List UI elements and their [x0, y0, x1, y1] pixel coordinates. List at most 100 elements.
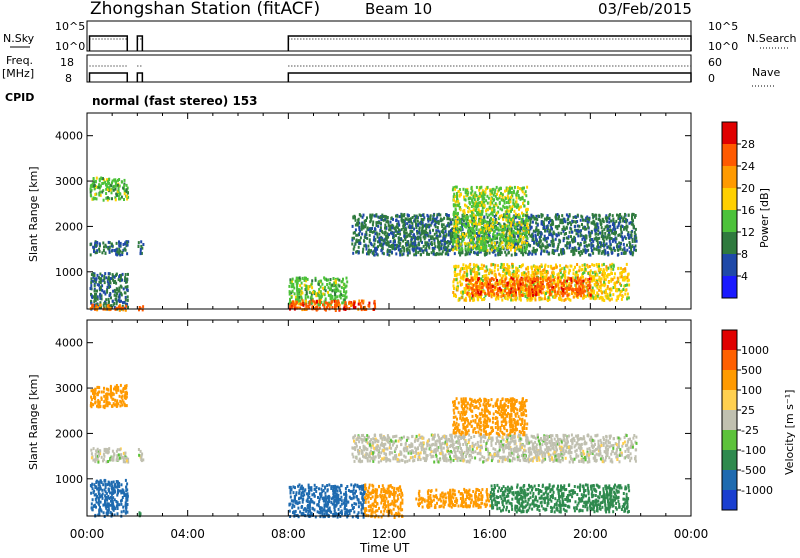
- power-point: [635, 214, 637, 217]
- power-point: [575, 274, 577, 277]
- power-point: [104, 281, 106, 284]
- power-point: [486, 195, 488, 198]
- power-point: [518, 221, 520, 224]
- power-point: [439, 214, 441, 217]
- power-point: [600, 281, 602, 284]
- power-point: [482, 240, 484, 243]
- power-point: [464, 271, 466, 274]
- power-point: [481, 298, 483, 301]
- power-point: [514, 238, 516, 241]
- power-point: [121, 181, 123, 184]
- power-point: [399, 254, 401, 257]
- power-point: [470, 272, 472, 275]
- power-point: [513, 270, 515, 273]
- power-point: [121, 196, 123, 199]
- power-point: [604, 244, 606, 247]
- power-point: [462, 251, 464, 254]
- power-point: [518, 245, 520, 248]
- nsky-trace: [90, 36, 691, 51]
- power-point: [426, 244, 428, 247]
- power-point: [113, 189, 115, 192]
- power-point: [582, 297, 584, 300]
- power-point: [530, 297, 532, 300]
- power-point: [543, 291, 545, 294]
- power-point: [609, 240, 611, 243]
- power-point: [442, 231, 444, 234]
- power-point: [399, 238, 401, 241]
- power-point: [456, 244, 458, 247]
- power-point: [544, 271, 546, 274]
- power-point: [371, 243, 373, 246]
- power-point: [589, 271, 591, 274]
- power-point: [561, 282, 563, 285]
- power-point: [536, 272, 538, 275]
- power-point: [332, 300, 334, 303]
- power-point: [446, 217, 448, 220]
- power-point: [626, 263, 628, 266]
- power-point: [377, 236, 379, 239]
- power-point: [599, 232, 601, 235]
- power-point: [455, 224, 457, 227]
- power-point: [126, 241, 128, 244]
- power-point: [501, 263, 503, 266]
- power-point: [555, 238, 557, 241]
- power-point: [90, 281, 92, 284]
- power-point: [603, 263, 605, 266]
- power-point: [411, 238, 413, 241]
- power-point: [602, 284, 604, 287]
- power-point: [553, 252, 555, 255]
- power-point: [484, 253, 486, 256]
- power-point: [472, 227, 474, 230]
- power-point: [114, 289, 116, 292]
- power-point: [505, 238, 507, 241]
- power-point: [292, 290, 294, 293]
- power-point: [465, 233, 467, 236]
- power-point: [553, 231, 555, 234]
- power-point: [592, 244, 594, 247]
- power-point: [387, 221, 389, 224]
- power-point: [438, 243, 440, 246]
- power-point: [629, 244, 631, 247]
- power-point: [482, 231, 484, 234]
- power-point: [374, 300, 376, 303]
- power-point: [627, 233, 629, 236]
- power-point: [511, 254, 513, 257]
- power-point: [420, 253, 422, 256]
- power-point: [391, 226, 393, 229]
- freq-label-line2: [MHz]: [2, 67, 34, 80]
- power-point: [585, 268, 587, 271]
- nsky-label: N.Sky: [3, 32, 35, 45]
- power-point: [472, 201, 474, 204]
- power-point: [341, 301, 343, 304]
- power-point: [541, 215, 543, 218]
- power-point: [437, 237, 439, 240]
- power-point: [488, 244, 490, 247]
- power-point: [464, 242, 466, 245]
- power-point: [395, 215, 397, 218]
- power-point: [432, 237, 434, 240]
- power-point: [124, 242, 126, 245]
- power-point: [460, 193, 462, 196]
- power-point: [93, 274, 95, 277]
- power-point: [396, 218, 398, 221]
- power-point: [91, 295, 93, 298]
- power-point: [483, 275, 485, 278]
- power-point: [596, 291, 598, 294]
- power-point: [344, 294, 346, 297]
- power-point: [598, 289, 600, 292]
- power-point: [425, 231, 427, 234]
- power-point: [583, 236, 585, 239]
- power-point: [360, 214, 362, 217]
- power-point: [592, 271, 594, 274]
- power-point: [528, 253, 530, 256]
- power-point: [472, 236, 474, 239]
- power-point: [299, 276, 301, 279]
- power-point: [422, 214, 424, 217]
- power-point: [486, 236, 488, 239]
- power-point: [575, 221, 577, 224]
- power-point: [428, 235, 430, 238]
- power-point: [338, 279, 340, 282]
- power-point: [330, 278, 332, 281]
- power-point: [470, 187, 472, 190]
- power-point: [327, 278, 329, 281]
